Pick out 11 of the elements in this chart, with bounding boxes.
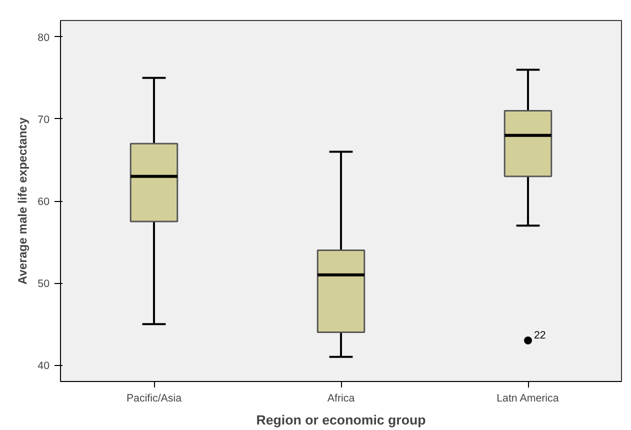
y-tick-label: 40 [38,360,50,372]
x-axis-title: Region or economic group [256,412,426,428]
y-tick-label: 70 [38,114,50,126]
y-tick-label: 60 [38,196,50,208]
x-tick-label: Pacific/Asia [126,392,182,404]
annotation: 22 [534,329,546,342]
y-axis-title: Average male life expectancy [16,117,30,284]
y-tick-label: 50 [38,278,50,290]
x-tick-label: Africa [327,392,355,404]
y-tick-label: 80 [38,32,50,44]
x-tick-label: Latn America [496,392,559,404]
